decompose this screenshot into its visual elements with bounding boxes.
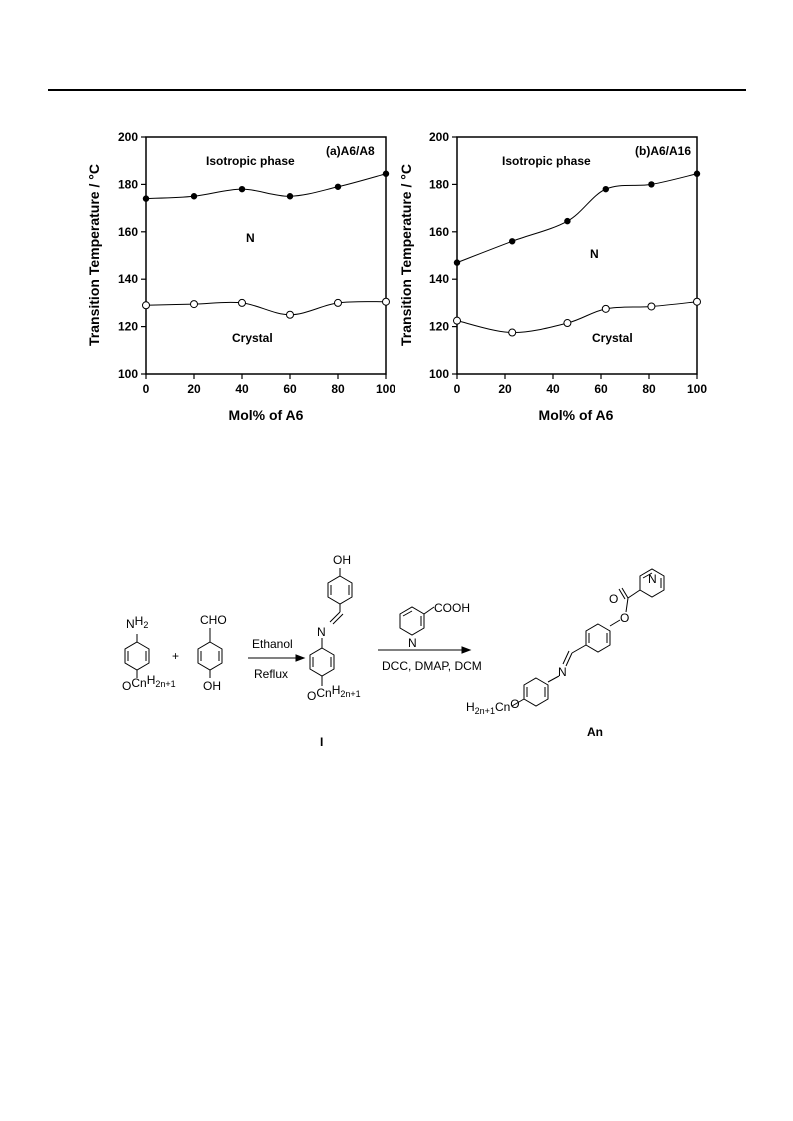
data-point-filled <box>142 195 150 202</box>
data-point-filled <box>190 193 198 200</box>
data-point-open <box>238 298 246 307</box>
y-tick-label: 100 <box>429 367 449 381</box>
region-crystal-label: Crystal <box>592 331 633 345</box>
y-axis-label: Transition Temperature / °C <box>398 164 414 346</box>
data-point-open <box>286 310 294 319</box>
x-tick-label: 60 <box>594 382 608 396</box>
y-tick-label: 140 <box>118 272 138 286</box>
data-point-filled <box>334 183 342 190</box>
data-point-open <box>647 302 656 311</box>
x-tick-label: 100 <box>687 382 707 396</box>
product-ester-o: O <box>620 611 629 625</box>
product-label: An <box>587 725 603 739</box>
product-imine-n: N <box>558 665 567 679</box>
step2-conditions: DCC, DMAP, DCM <box>382 659 482 673</box>
product-carbonyl-o: O <box>609 592 618 606</box>
y-tick-label: 140 <box>429 272 449 286</box>
x-tick-label: 80 <box>331 382 345 396</box>
amine-group: NH2 <box>126 614 148 631</box>
x-tick-label: 20 <box>187 382 201 396</box>
y-tick-label: 160 <box>118 225 138 239</box>
data-point-open <box>508 328 517 337</box>
intermediate-alkoxy: OCnH2n+1 <box>307 683 361 703</box>
y-tick-label: 100 <box>118 367 138 381</box>
y-tick-label: 180 <box>429 177 449 191</box>
data-point-open <box>601 304 610 313</box>
y-tick-label: 200 <box>118 130 138 144</box>
data-point-filled <box>602 185 609 193</box>
chart-a: Transition Temperature / °C 100 120 140 160… <box>86 130 395 423</box>
x-axis-label: Mol% of A6 <box>229 407 304 423</box>
data-point-filled <box>564 217 571 225</box>
series-curve <box>456 173 698 264</box>
series-curve <box>145 301 387 316</box>
data-point-open <box>693 297 701 306</box>
y-tick-label: 120 <box>118 320 138 334</box>
series-curve <box>145 173 387 200</box>
data-point-filled <box>286 193 294 200</box>
region-isotropic-label: Isotropic phase <box>502 154 591 168</box>
intermediate-hydroxy: OH <box>333 553 351 567</box>
data-point-open <box>334 298 342 307</box>
data-point-open <box>142 301 150 310</box>
data-point-filled <box>453 259 461 266</box>
plot-frame <box>145 136 387 375</box>
product-structure <box>511 568 665 707</box>
region-crystal-label: Crystal <box>232 331 273 345</box>
data-point-open <box>453 316 461 325</box>
data-point-open <box>563 319 572 328</box>
step1-solvent: Ethanol <box>252 637 293 651</box>
alkoxy-group: OCnH2n+1 <box>122 673 176 693</box>
x-tick-label: 100 <box>376 382 395 396</box>
data-point-filled <box>693 170 701 177</box>
plot-frame <box>456 136 698 375</box>
x-axis-label: Mol% of A6 <box>539 407 614 423</box>
y-axis-label: Transition Temperature / °C <box>86 164 102 346</box>
chart-title: (a)A6/A8 <box>326 144 375 158</box>
chart-b: Transition Temperature / °C 100 120 140 160… <box>398 130 707 423</box>
data-point-filled <box>238 185 246 193</box>
y-tick-label: 180 <box>118 177 138 191</box>
y-tick-label: 200 <box>429 130 449 144</box>
y-tick-label: 160 <box>429 225 449 239</box>
reagent-pyridine-n: N <box>408 636 417 650</box>
x-tick-label: 0 <box>143 382 150 396</box>
benzene-ring-intermediate-top <box>327 568 353 625</box>
x-tick-label: 80 <box>642 382 656 396</box>
x-tick-label: 60 <box>283 382 297 396</box>
data-point-filled <box>382 170 390 177</box>
hydroxy-group: OH <box>203 679 221 693</box>
region-nematic-label: N <box>246 231 255 245</box>
product-pyridine-n: N <box>648 572 657 586</box>
reaction-scheme: NH2 OCnH2n+1 + CHO OH Ethanol Reflux OH … <box>122 553 665 749</box>
pyridine-ring-reagent <box>399 606 435 636</box>
series-curve <box>456 301 698 334</box>
intermediate-label: I <box>320 735 323 749</box>
benzene-ring-reactant2 <box>197 628 223 678</box>
data-point-open <box>190 300 198 309</box>
step1-condition: Reflux <box>254 667 288 681</box>
y-tick-label: 120 <box>429 320 449 334</box>
benzene-ring-intermediate-bottom <box>309 638 335 686</box>
region-isotropic-label: Isotropic phase <box>206 154 295 168</box>
aldehyde-group: CHO <box>200 613 227 627</box>
header-rule <box>48 89 746 91</box>
product-alkoxy-tail: H2n+1CnO <box>466 697 520 716</box>
intermediate-imine-n: N <box>317 625 326 639</box>
plus-sign: + <box>172 649 179 663</box>
x-tick-label: 40 <box>235 382 249 396</box>
x-tick-label: 40 <box>546 382 560 396</box>
x-tick-label: 0 <box>454 382 461 396</box>
data-point-filled <box>509 238 516 245</box>
region-nematic-label: N <box>590 247 599 261</box>
data-point-filled <box>648 181 655 188</box>
data-point-open <box>382 297 390 306</box>
reagent-acid-group: COOH <box>434 601 470 615</box>
benzene-ring-reactant1 <box>124 634 150 678</box>
x-tick-label: 20 <box>498 382 512 396</box>
chart-title: (b)A6/A16 <box>635 144 691 158</box>
